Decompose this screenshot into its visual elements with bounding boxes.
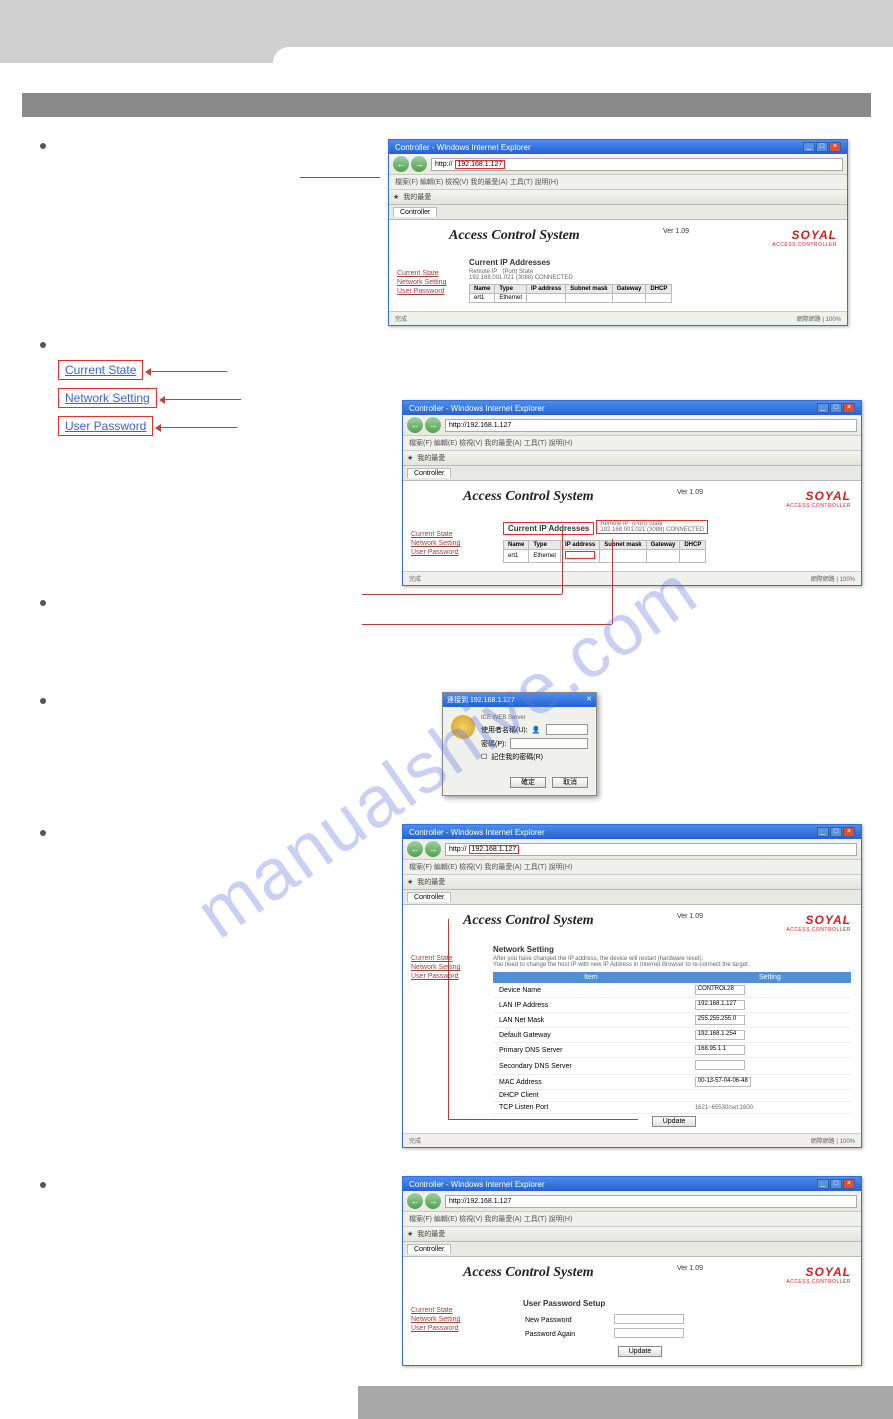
key-icon <box>451 715 475 739</box>
highlighted-heading: Current IP Addresses <box>503 522 594 535</box>
login-dialog: 連接到 192.168.1.127✕ ICE WEB Server 使用者名稱(… <box>442 692 597 796</box>
connector-line <box>362 624 612 625</box>
address-bar[interactable]: http://192.168.1.127 <box>431 158 843 171</box>
minimize-icon: _ <box>803 142 815 152</box>
connector-line <box>448 1119 638 1120</box>
bullet-icon <box>40 143 46 149</box>
bullet-icon <box>40 830 46 836</box>
password-again-input[interactable] <box>614 1328 684 1338</box>
username-input[interactable] <box>546 724 588 735</box>
sidebar-user-password[interactable]: User Password <box>397 288 446 295</box>
link-user-password[interactable]: User Password <box>58 416 153 436</box>
link-current-state[interactable]: Current State <box>58 360 143 380</box>
bullet-icon <box>40 698 46 704</box>
dialog-title: 連接到 192.168.1.127 <box>447 695 515 705</box>
browser-screenshot-4: Controller - Windows Internet Explorer_□… <box>402 1176 862 1366</box>
url-highlight: 192.168.1.127 <box>455 160 506 169</box>
sidebar-links: Current State Network Setting User Passw… <box>397 268 446 297</box>
connector-line <box>362 594 562 595</box>
password-input[interactable] <box>510 738 588 749</box>
favorites-label: 我的最愛 <box>403 192 431 202</box>
window-title: Controller - Windows Internet Explorer <box>395 143 531 152</box>
menu-bar: 檔案(F) 編輯(E) 檢視(V) 我的最愛(A) 工具(T) 說明(H) <box>389 175 847 190</box>
browser-screenshot-1: Controller - Windows Internet Explorer _□… <box>388 139 848 326</box>
up-heading: User Password Setup <box>523 1299 851 1308</box>
update-button[interactable]: Update <box>618 1346 663 1357</box>
sidebar-network-setting[interactable]: Network Setting <box>397 279 446 286</box>
arrow-icon <box>147 371 227 372</box>
brand-logo: SOYAL <box>772 228 837 242</box>
footer-band <box>358 1386 893 1419</box>
link-network-setting[interactable]: Network Setting <box>58 388 157 408</box>
ip-table: NameTypeIP addressSubnet maskGatewayDHCP… <box>469 284 672 303</box>
page-title: Access Control System <box>449 228 580 244</box>
cancel-button[interactable]: 取消 <box>552 777 588 788</box>
bullet-icon <box>40 600 46 606</box>
close-icon[interactable]: ✕ <box>586 695 592 705</box>
ns-heading: Network Setting <box>493 945 851 954</box>
connector-line <box>612 539 613 624</box>
connector-line <box>562 529 563 594</box>
grey-header-bar <box>22 93 871 117</box>
lan-ip-input[interactable]: 192.168.1.127 <box>695 1000 745 1010</box>
close-icon: × <box>829 142 841 152</box>
username-label: 使用者名稱(U): <box>481 725 528 735</box>
network-settings-table: ItemSetting Device NameCONTROL28 LAN IP … <box>493 972 851 1114</box>
remember-checkbox-label[interactable]: 記住我的密碼(R) <box>491 752 543 762</box>
browser-tab[interactable]: Controller <box>393 207 437 217</box>
version-label: Ver 1.09 <box>663 228 689 235</box>
ok-button[interactable]: 確定 <box>510 777 546 788</box>
back-icon: ← <box>393 156 409 172</box>
maximize-icon: □ <box>816 142 828 152</box>
connector-line <box>300 177 380 178</box>
update-button[interactable]: Update <box>652 1116 697 1127</box>
arrow-icon <box>157 427 237 428</box>
password-label: 密碼(P): <box>481 739 506 749</box>
bullet-icon <box>40 1182 46 1188</box>
sidebar-current-state[interactable]: Current State <box>397 270 446 277</box>
browser-screenshot-3: Controller - Windows Internet Explorer_□… <box>402 824 862 1148</box>
forward-icon: → <box>411 156 427 172</box>
browser-screenshot-2: Controller - Windows Internet Explorer_□… <box>402 400 862 586</box>
new-password-input[interactable] <box>614 1314 684 1324</box>
bullet-icon <box>40 342 46 348</box>
arrow-icon <box>161 399 241 400</box>
connector-line <box>448 919 449 1119</box>
section-heading: Current IP Addresses <box>469 258 837 267</box>
